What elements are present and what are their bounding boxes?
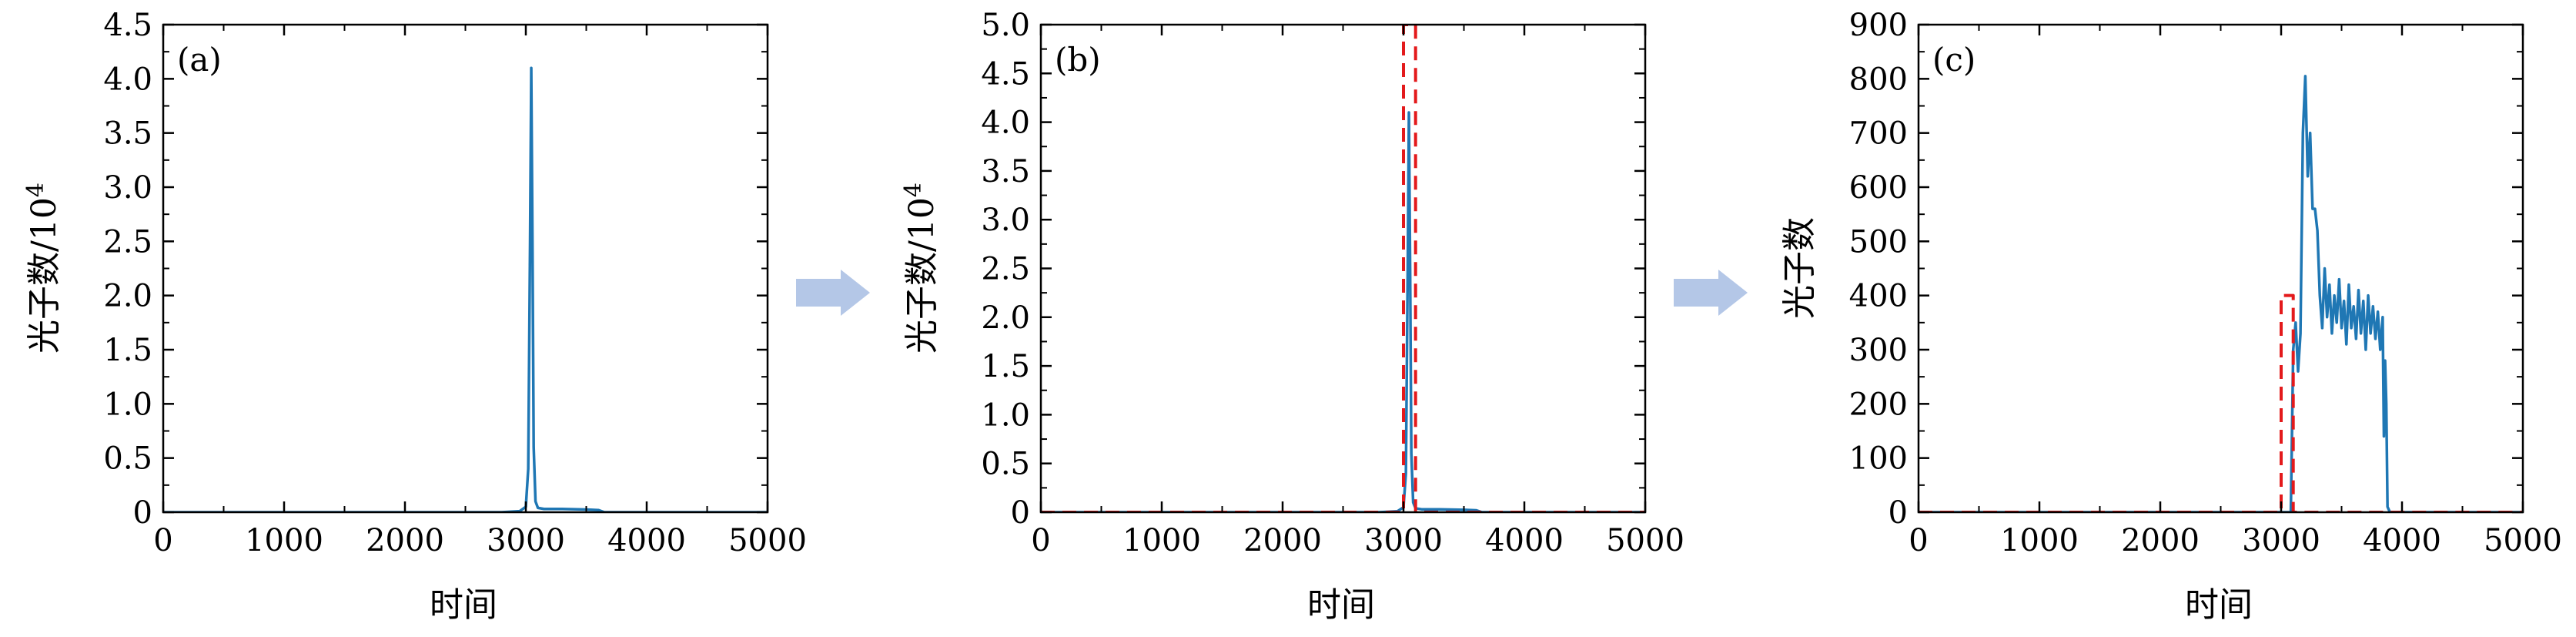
x-tick-label: 0 <box>1031 523 1050 558</box>
solid-series-line <box>1041 111 1645 512</box>
panel-label: (a) <box>177 41 222 79</box>
y-axis-title-text: 光子数 <box>1780 217 1819 319</box>
y-tick-label: 100 <box>1849 441 1908 477</box>
arrow-2 <box>1674 270 1748 316</box>
y-tick-label: 0 <box>133 495 152 531</box>
y-tick-label: 4.0 <box>103 62 152 97</box>
y-tick-label: 4.5 <box>103 8 152 43</box>
y-tick-label: 1.5 <box>981 349 1030 384</box>
x-tick-label: 3000 <box>487 523 565 558</box>
y-tick-label: 700 <box>1849 116 1908 152</box>
y-tick-label: 3.5 <box>981 154 1030 189</box>
y-axis-title-superscript: 4 <box>22 183 49 197</box>
y-tick-label: 4.5 <box>981 56 1030 92</box>
y-tick-label: 2.0 <box>981 300 1030 336</box>
y-tick-label: 200 <box>1849 387 1908 422</box>
x-tick-label: 1000 <box>245 523 323 558</box>
y-tick-label: 0 <box>1011 495 1030 531</box>
y-tick-label: 2.5 <box>981 252 1030 287</box>
x-tick-label: 2000 <box>1243 523 1322 558</box>
right-arrow-icon <box>1674 270 1748 316</box>
x-tick-label: 4000 <box>607 523 686 558</box>
x-tick-label: 4000 <box>2363 523 2441 558</box>
x-axis-title: 时间 <box>2185 585 2253 625</box>
y-tick-label: 0.5 <box>981 447 1030 482</box>
x-tick-label: 3000 <box>2242 523 2320 558</box>
y-axis-title-text: 光子数/10 <box>902 197 942 354</box>
y-axis-title: 光子数/104 <box>22 183 64 354</box>
x-tick-label: 2000 <box>2121 523 2200 558</box>
solid-series-line <box>163 66 768 512</box>
arrow-1 <box>796 270 870 316</box>
y-tick-label: 0 <box>1889 495 1908 531</box>
x-tick-label: 2000 <box>366 523 444 558</box>
x-tick-label: 0 <box>153 523 172 558</box>
panel-label: (c) <box>1932 41 1975 79</box>
chart-panel-c: (c) 时间 光子数 0 1000 2000 3000 4000 5000 0 100 200 3… <box>1780 8 2562 625</box>
y-tick-label: 400 <box>1849 279 1908 314</box>
y-tick-label: 5.0 <box>981 8 1030 43</box>
y-axis-title: 光子数/104 <box>900 183 942 354</box>
y-tick-label: 900 <box>1849 8 1908 43</box>
y-axis-title-text: 光子数/10 <box>25 197 64 354</box>
chart-panel-b: (b) 时间 光子数/104 0 1000 2000 3000 4000 5000 0 0.5… <box>900 8 1684 625</box>
x-tick-label: 5000 <box>2484 523 2562 558</box>
y-tick-label: 500 <box>1849 224 1908 260</box>
dashed-series-line <box>1919 293 2523 512</box>
x-tick-label: 1000 <box>2000 523 2079 558</box>
solid-series-line <box>1919 75 2523 512</box>
y-tick-label: 3.0 <box>981 203 1030 238</box>
y-tick-label: 300 <box>1849 333 1908 368</box>
y-tick-label: 1.0 <box>981 397 1030 433</box>
y-tick-label: 3.5 <box>103 116 152 152</box>
right-arrow-icon <box>796 270 870 316</box>
chart-panel-a: (a) 时间 光子数/104 0 1000 2000 3000 4000 5000 0 0.5… <box>22 8 807 625</box>
y-tick-label: 1.5 <box>103 333 152 368</box>
y-tick-label: 2.0 <box>103 279 152 314</box>
y-tick-label: 1.0 <box>103 387 152 422</box>
panel-label: (b) <box>1055 41 1101 79</box>
x-tick-label: 3000 <box>1364 523 1443 558</box>
x-axis-title: 时间 <box>430 585 497 625</box>
y-tick-label: 600 <box>1849 170 1908 206</box>
y-tick-label: 4.0 <box>981 106 1030 141</box>
y-tick-label: 2.5 <box>103 224 152 260</box>
x-axis-title: 时间 <box>1307 585 1375 625</box>
x-tick-label: 0 <box>1909 523 1928 558</box>
y-tick-label: 800 <box>1849 62 1908 97</box>
y-tick-label: 3.0 <box>103 170 152 206</box>
x-tick-label: 5000 <box>1606 523 1684 558</box>
y-axis-title-superscript: 4 <box>900 183 927 197</box>
x-tick-label: 1000 <box>1122 523 1201 558</box>
y-axis-title: 光子数 <box>1780 217 1819 319</box>
y-tick-label: 0.5 <box>103 441 152 477</box>
x-tick-label: 4000 <box>1485 523 1564 558</box>
x-tick-label: 5000 <box>728 523 807 558</box>
